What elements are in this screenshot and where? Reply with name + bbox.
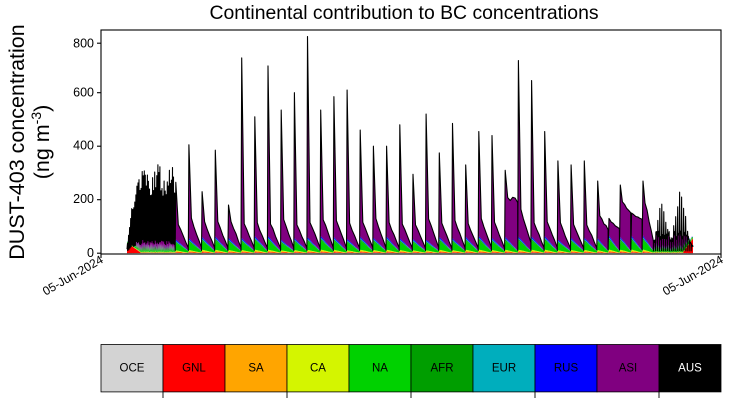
svg-text:AFR: AFR xyxy=(431,363,454,375)
svg-text:SA: SA xyxy=(248,363,264,375)
svg-text:EUR: EUR xyxy=(492,363,516,375)
svg-text:NA: NA xyxy=(372,363,388,375)
svg-text:AUS: AUS xyxy=(678,363,702,375)
svg-text:ASI: ASI xyxy=(619,363,638,375)
svg-text:RUS: RUS xyxy=(554,363,579,375)
svg-text:GNL: GNL xyxy=(182,363,206,375)
svg-text:Continental contribution to BC: Continental contribution to BC concentra… xyxy=(209,2,598,24)
svg-text:600: 600 xyxy=(73,86,94,100)
svg-text:400: 400 xyxy=(73,139,94,153)
svg-text:CA: CA xyxy=(310,363,326,375)
svg-text:DUST-403 concentration: DUST-403 concentration xyxy=(5,24,29,259)
svg-text:800: 800 xyxy=(73,37,94,51)
svg-text:200: 200 xyxy=(73,192,94,206)
svg-text:OCE: OCE xyxy=(120,363,145,375)
